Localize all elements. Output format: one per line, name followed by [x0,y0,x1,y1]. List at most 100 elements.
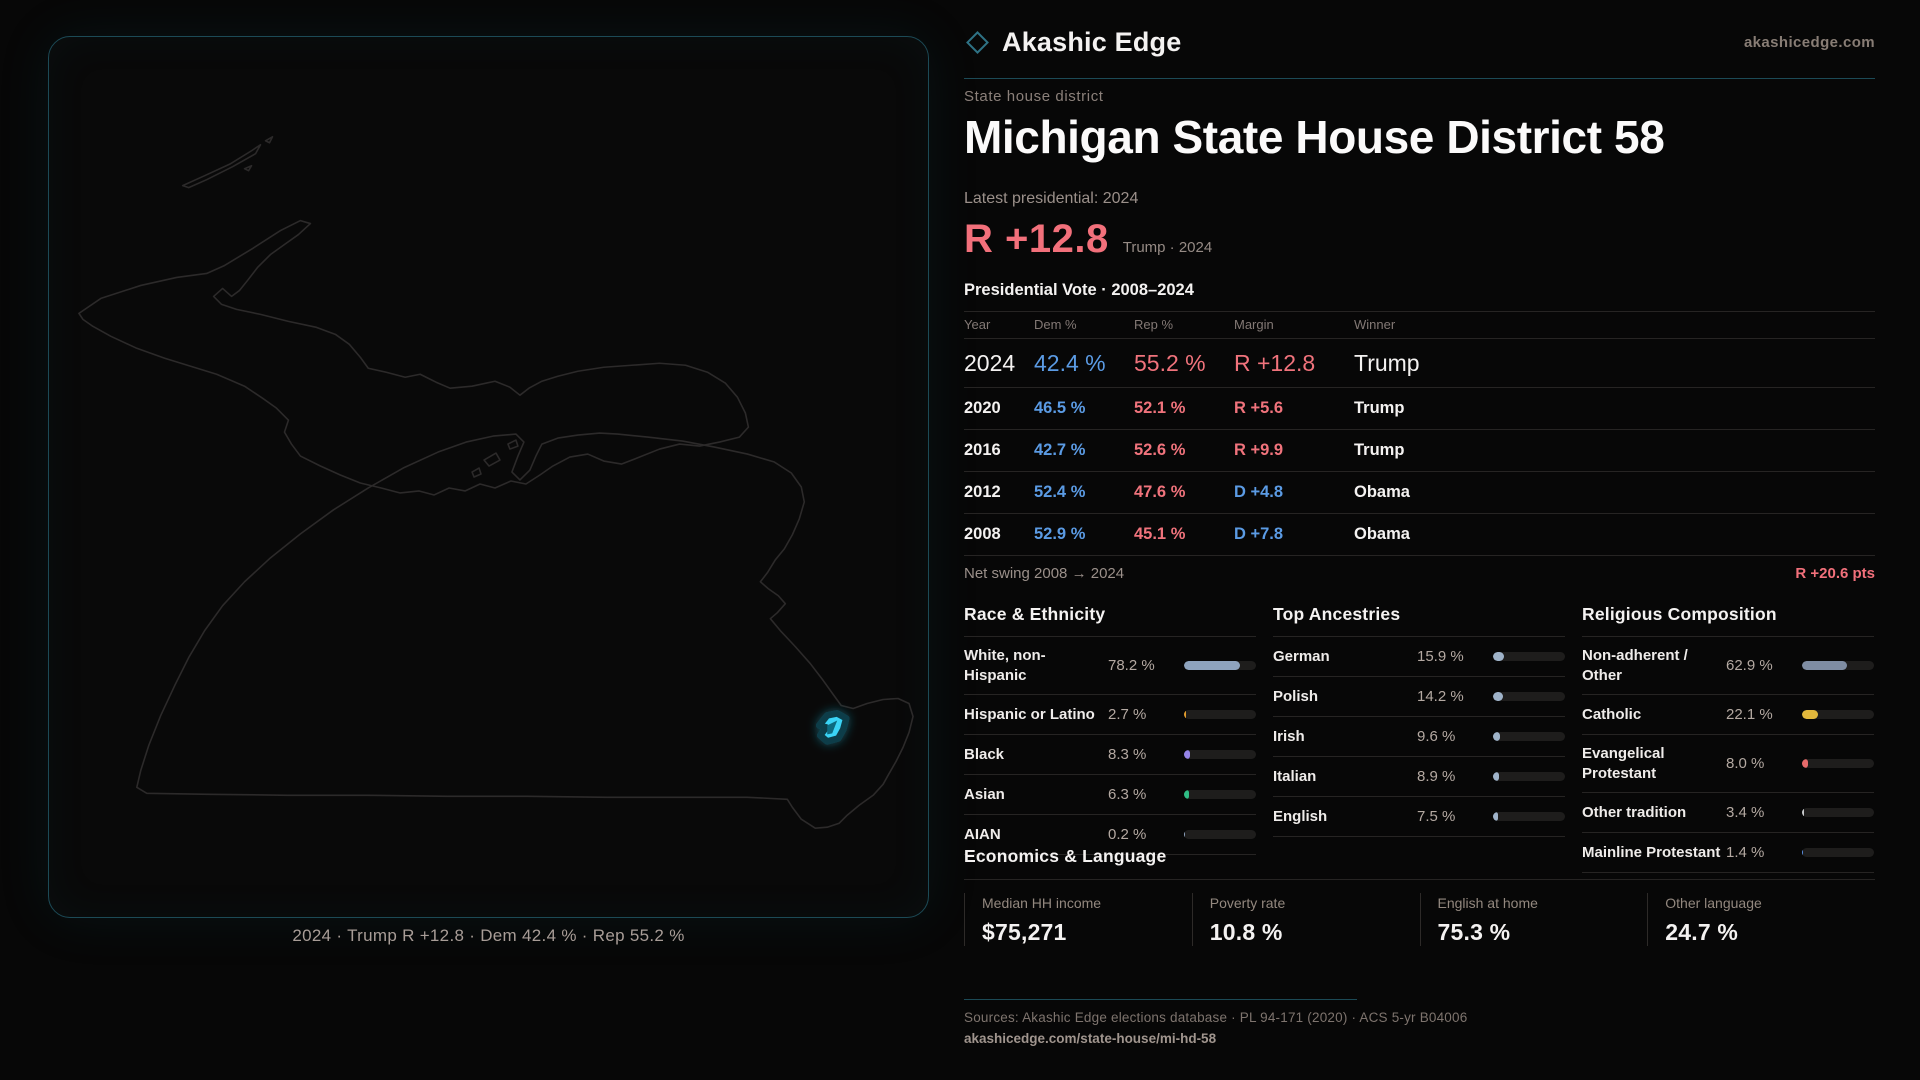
col-margin: Margin [1234,316,1274,332]
cell-dem: 52.9 % [1034,525,1086,543]
cell-winner: Obama [1354,525,1410,543]
demographic-row: Evangelical Protestant 8.0 % [1582,735,1874,793]
demographic-row: Asian 6.3 % [964,775,1256,815]
col-year: Year [964,316,991,332]
bar-fill [1802,710,1818,719]
cell-winner: Trump [1354,441,1405,459]
cell-margin: R +5.6 [1234,399,1284,417]
vote-table: Year Dem % Rep % Margin Winner 2024 42.4… [964,310,1875,556]
net-swing-value: R +20.6 pts [1795,565,1875,582]
cell-margin: D +4.8 [1234,483,1284,501]
bar-fill [1184,790,1189,799]
bar-track [1184,661,1256,670]
brand-name: Akashic Edge [1002,27,1182,57]
col-dem: Dem % [1034,316,1077,332]
demographic-row: White, non-Hispanic 78.2 % [964,637,1256,695]
bar-track [1184,790,1256,799]
latest-label: Latest presidential: 2024 [964,190,1139,207]
bar-track [1493,772,1565,781]
bar-fill [1802,759,1808,768]
footer-sources: Sources: Akashic Edge elections database… [964,1010,1468,1025]
section-title: Top Ancestries [1273,604,1565,637]
headline-margin-value: R +12.8 [964,217,1109,261]
table-row: 2020 46.5 % 52.1 % R +5.6 Trump [964,388,1875,430]
brand: Akashic Edge [964,27,1181,58]
brand-diamond-icon [966,31,989,54]
demographic-row: Irish 9.6 % [1273,717,1565,757]
header-divider [964,78,1875,79]
bar-fill [1184,750,1190,759]
footer-divider [964,999,1357,1000]
bar-fill [1493,812,1499,821]
economics-title: Economics & Language [964,846,1875,880]
cell-rep: 47.6 % [1134,483,1186,501]
bar-track [1184,750,1256,759]
cell-margin: D +7.8 [1234,525,1284,543]
cell-year: 2008 [964,525,1001,543]
bar-fill [1802,848,1803,857]
demographic-row: Catholic 22.1 % [1582,695,1874,735]
vote-table-title: Presidential Vote · 2008–2024 [964,281,1875,312]
demographic-row: German 15.9 % [1273,637,1565,677]
table-row: 2024 42.4 % 55.2 % R +12.8 Trump [964,339,1875,388]
stat-median-income: Median HH income $75,271 [964,893,1192,946]
bar-fill [1802,808,1805,817]
headline-margin: R +12.8 Trump · 2024 [964,217,1875,262]
demographic-row: AIAN 0.2 % [964,815,1256,855]
district-highlight [816,710,850,745]
col-rep: Rep % [1134,316,1174,332]
bar-track [1802,848,1874,857]
bar-track [1802,661,1874,670]
demographics-section: Race & Ethnicity White, non-Hispanic 78.… [964,604,1875,873]
cell-rep: 52.6 % [1134,441,1186,459]
demographic-row: Polish 14.2 % [1273,677,1565,717]
cell-margin: R +9.9 [1234,441,1284,459]
cell-year: 2024 [964,349,1016,376]
demographic-row: Other tradition 3.4 % [1582,793,1874,833]
table-row: 2012 52.4 % 47.6 % D +4.8 Obama [964,472,1875,514]
headline-margin-context: Trump · 2024 [1122,239,1213,256]
bar-fill [1802,661,1848,670]
district-map-panel [48,36,929,918]
stat-english-at-home: English at home 75.3 % [1419,893,1648,946]
cell-dem: 42.4 % [1034,349,1106,376]
bar-track [1802,808,1874,817]
state-outline [78,135,914,829]
cell-dem: 42.7 % [1034,441,1086,459]
demographic-row: Mainline Protestant 1.4 % [1582,833,1874,873]
header: Akashic Edge akashicedge.com [964,27,1875,58]
ancestries-column: Top Ancestries German 15.9 % Polish 14.2… [1273,604,1565,837]
bar-fill [1184,661,1241,670]
cell-margin: R +12.8 [1234,349,1316,376]
cell-rep: 52.1 % [1134,399,1186,417]
bar-track [1184,710,1256,719]
cell-year: 2012 [964,483,1001,501]
bar-fill [1493,732,1500,741]
kicker: State house district [964,88,1104,105]
brand-domain-link[interactable]: akashicedge.com [1743,34,1875,51]
map-caption: 2024 · Trump R +12.8 · Dem 42.4 % · Rep … [292,926,685,945]
demographic-row: Italian 8.9 % [1273,757,1565,797]
religion-column: Religious Composition Non-adherent / Oth… [1582,604,1874,873]
page-title: Michigan State House District 58 [964,111,1665,163]
cell-winner: Trump [1354,399,1405,417]
demographic-row: Black 8.3 % [964,735,1256,775]
demographic-row: English 7.5 % [1273,797,1565,837]
section-title: Race & Ethnicity [964,604,1256,637]
section-title: Religious Composition [1582,604,1874,637]
bar-fill [1493,652,1505,661]
net-swing-label: Net swing 2008 → 2024 [964,565,1125,582]
demographic-row: Non-adherent / Other 62.9 % [1582,637,1874,695]
stat-other-language: Other language 24.7 % [1647,893,1875,946]
cell-rep: 55.2 % [1134,349,1206,376]
bar-track [1802,710,1874,719]
cell-dem: 46.5 % [1034,399,1086,417]
footer-permalink[interactable]: akashicedge.com/state-house/mi-hd-58 [964,1031,1217,1046]
col-winner: Winner [1354,316,1396,332]
cell-year: 2016 [964,441,1001,459]
michigan-map [78,135,914,829]
bar-track [1493,812,1565,821]
bar-track [1802,759,1874,768]
bar-track [1493,652,1565,661]
bar-fill [1184,710,1186,719]
